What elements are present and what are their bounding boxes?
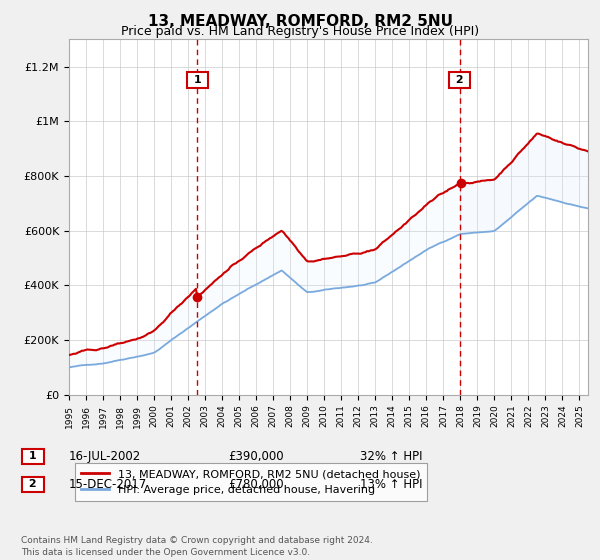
Text: 2: 2	[452, 75, 467, 85]
Text: 2: 2	[25, 479, 41, 489]
Text: £390,000: £390,000	[228, 450, 284, 463]
Text: 16-JUL-2002: 16-JUL-2002	[69, 450, 141, 463]
Text: 15-DEC-2017: 15-DEC-2017	[69, 478, 147, 491]
Text: £780,000: £780,000	[228, 478, 284, 491]
Text: 1: 1	[25, 451, 41, 461]
Text: 1: 1	[190, 75, 205, 85]
Legend: 13, MEADWAY, ROMFORD, RM2 5NU (detached house), HPI: Average price, detached hou: 13, MEADWAY, ROMFORD, RM2 5NU (detached …	[74, 463, 427, 501]
Text: 13% ↑ HPI: 13% ↑ HPI	[360, 478, 422, 491]
Text: 32% ↑ HPI: 32% ↑ HPI	[360, 450, 422, 463]
Text: 13, MEADWAY, ROMFORD, RM2 5NU: 13, MEADWAY, ROMFORD, RM2 5NU	[148, 14, 452, 29]
Text: Price paid vs. HM Land Registry's House Price Index (HPI): Price paid vs. HM Land Registry's House …	[121, 25, 479, 38]
Text: Contains HM Land Registry data © Crown copyright and database right 2024.
This d: Contains HM Land Registry data © Crown c…	[21, 536, 373, 557]
